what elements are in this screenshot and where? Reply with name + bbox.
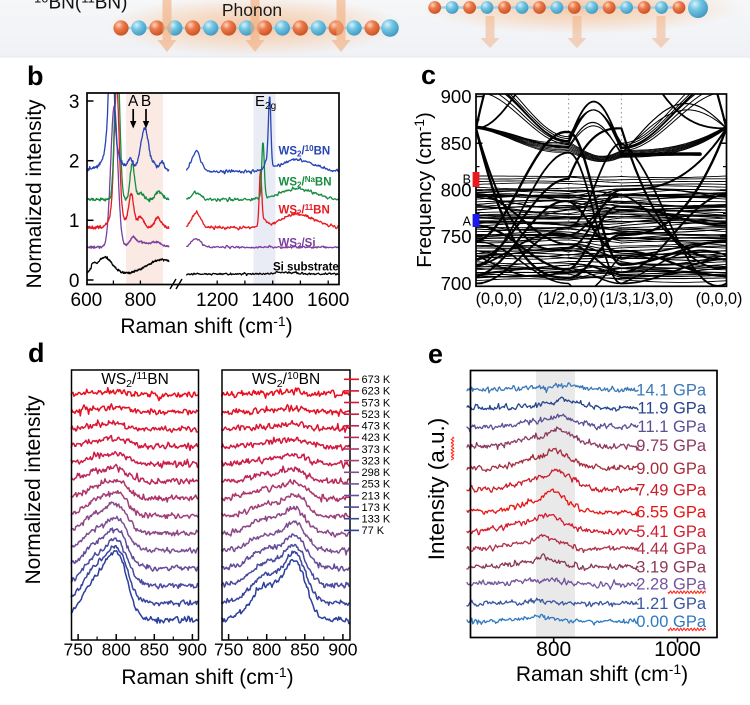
svg-text:800: 800 [125,290,157,311]
svg-text:1600: 1600 [307,290,349,311]
svg-text:213 K: 213 K [362,490,391,502]
svg-text:B: B [141,93,151,110]
svg-text:WS2/11BN: WS2/11BN [279,203,330,218]
svg-text:WS2/Si: WS2/Si [279,238,316,251]
svg-text:11.9 GPa: 11.9 GPa [638,400,707,418]
svg-text:(1/3,1/3,0): (1/3,1/3,0) [600,290,674,308]
svg-text:5.41 GPa: 5.41 GPa [636,523,707,541]
svg-text:c: c [421,60,436,90]
svg-text:1200: 1200 [196,290,238,311]
svg-text:1: 1 [69,211,80,232]
svg-text:523 K: 523 K [362,409,391,421]
svg-text:173 K: 173 K [362,502,391,514]
svg-text:6.55 GPa: 6.55 GPa [636,504,707,522]
svg-text:3.19 GPa: 3.19 GPa [636,559,707,577]
svg-text:0.00 GPa: 0.00 GPa [636,613,707,631]
svg-text:423 K: 423 K [362,432,391,444]
svg-text:A: A [128,93,139,110]
svg-text:800: 800 [102,640,131,660]
svg-text:850: 850 [441,133,472,154]
svg-text:7.49 GPa: 7.49 GPa [636,481,707,499]
svg-text:B: B [463,173,471,187]
svg-text:133 K: 133 K [362,514,391,526]
svg-text:Si substrate: Si substrate [273,262,339,274]
svg-text:WS2/NaBN: WS2/NaBN [279,175,332,190]
svg-text:b: b [27,61,44,91]
svg-text:900: 900 [178,640,207,660]
svg-text:0: 0 [69,271,80,292]
svg-text:9.00 GPa: 9.00 GPa [636,460,707,478]
svg-text:4.44 GPa: 4.44 GPa [636,540,707,558]
svg-text:473 K: 473 K [362,421,391,433]
svg-text:WS2/10BN: WS2/10BN [252,370,320,390]
svg-text:2: 2 [69,152,80,173]
svg-text:WS2/11BN: WS2/11BN [101,370,169,390]
svg-text:11.1 GPa: 11.1 GPa [638,418,707,436]
svg-text:Intensity (a.u.): Intensity (a.u.) [424,418,449,561]
svg-text:900: 900 [441,86,472,107]
svg-text:800: 800 [252,640,281,660]
svg-text:900: 900 [328,640,357,660]
svg-text:9.75 GPa: 9.75 GPa [636,437,707,455]
svg-text:323 K: 323 K [362,455,391,467]
svg-text:(0,0,0): (0,0,0) [696,290,743,308]
svg-text:(1/2,0,0): (1/2,0,0) [537,290,597,308]
svg-text:673 K: 673 K [362,374,391,386]
svg-text:14.1 GPa: 14.1 GPa [636,382,707,400]
svg-text:(0,0,0): (0,0,0) [476,290,523,308]
svg-text:77 K: 77 K [362,525,385,537]
svg-text:750: 750 [63,640,92,660]
svg-text:373 K: 373 K [362,444,391,456]
svg-text:298 K: 298 K [362,467,391,479]
svg-text:A: A [463,215,472,229]
svg-text:e: e [428,339,443,369]
svg-text:253 K: 253 K [362,479,391,491]
svg-text:850: 850 [290,640,319,660]
svg-text:Raman shift (cm-1): Raman shift (cm-1) [120,313,292,338]
svg-text:Normalized intensity: Normalized intensity [22,395,45,585]
svg-text:Raman shift (cm-1): Raman shift (cm-1) [516,661,688,686]
svg-text:10BN(11BN): 10BN(11BN) [34,0,127,14]
svg-text:Phonon: Phonon [222,0,282,20]
svg-text:750: 750 [441,226,472,247]
svg-text:1.21 GPa: 1.21 GPa [636,595,707,613]
svg-text:800: 800 [441,180,472,201]
svg-text:700: 700 [441,273,472,294]
svg-text:1400: 1400 [252,290,294,311]
svg-text:WS2/10BN: WS2/10BN [279,144,331,159]
svg-text:1000: 1000 [654,638,701,661]
svg-text:d: d [28,338,45,368]
svg-text:573 K: 573 K [362,397,391,409]
svg-text:Raman shift (cm-1): Raman shift (cm-1) [121,664,293,689]
svg-text:Frequency (cm-1): Frequency (cm-1) [412,112,436,268]
svg-text:2.28 GPa: 2.28 GPa [636,576,707,594]
svg-text:800: 800 [536,638,571,661]
svg-text:750: 750 [214,640,243,660]
svg-text:3: 3 [69,92,80,113]
svg-text:623 K: 623 K [362,386,391,398]
svg-text:Normalized intensity: Normalized intensity [23,99,46,289]
svg-text:600: 600 [71,290,103,311]
svg-text:850: 850 [140,640,169,660]
